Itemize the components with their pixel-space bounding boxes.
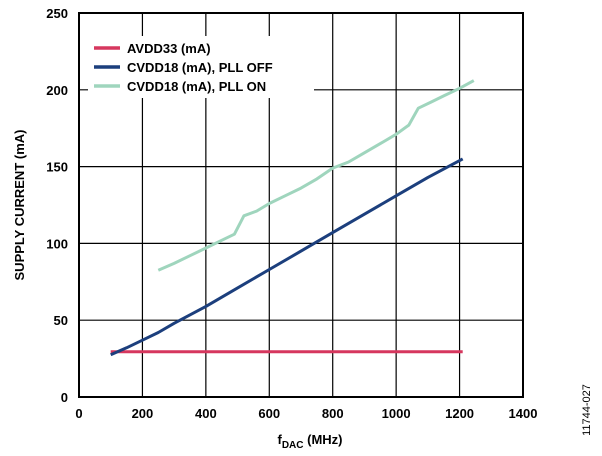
series-line-3 [157,79,475,272]
y-axis-label: SUPPLY CURRENT (mA) [12,130,27,281]
x-tick-label: 400 [195,406,217,421]
x-tick-labels: 0 200 400 600 800 1000 1200 1400 [75,406,537,421]
figure-id-label: 11744-027 [581,384,593,436]
y-tick-label: 150 [46,160,68,175]
y-tick-label: 250 [46,6,68,21]
series-lines [110,79,475,357]
plot-frame [78,12,524,398]
x-axis-label: fDAC (MHz) [277,432,342,451]
y-tick-labels: 0 50 100 150 200 250 [46,6,68,405]
x-tick-label: 600 [258,406,280,421]
y-tick-label: 200 [46,83,68,98]
legend-entry: AVDD33 (mA) [127,41,211,56]
y-tick-label: 50 [54,313,68,328]
legend: AVDD33 (mA) CVDD18 (mA), PLL OFF CVDD18 (m… [88,36,314,98]
x-tick-label: 0 [75,406,82,421]
y-tick-label: 100 [46,236,68,251]
x-tick-label: 1200 [445,406,474,421]
legend-entry: CVDD18 (mA), PLL ON [127,79,266,94]
legend-background [88,36,314,98]
y-tick-label: 0 [61,390,68,405]
x-tick-label: 1000 [382,406,411,421]
x-tick-label: 800 [322,406,344,421]
series-line-2 [110,157,464,357]
x-tick-label: 1400 [509,406,538,421]
x-tick-label: 200 [132,406,154,421]
legend-entry: CVDD18 (mA), PLL OFF [127,60,273,75]
